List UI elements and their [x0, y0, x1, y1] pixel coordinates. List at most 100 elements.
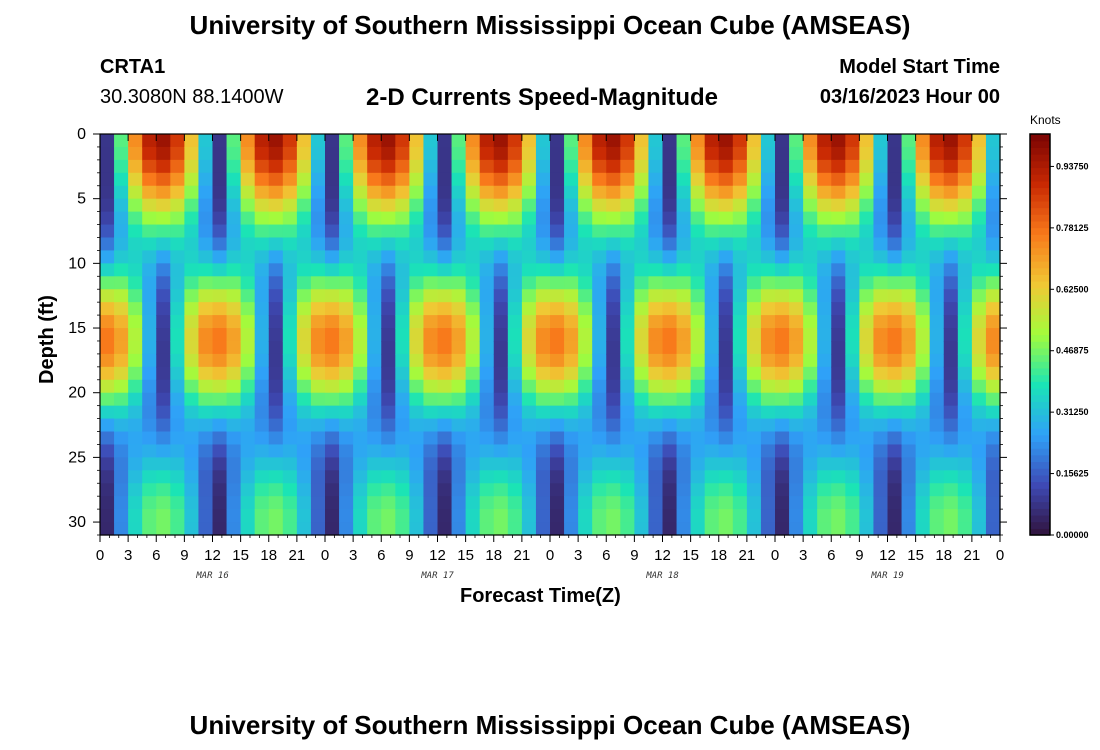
heatmap-cell [746, 418, 762, 433]
heatmap-cell [845, 392, 860, 407]
heatmap-cell [887, 457, 903, 471]
heatmap-cell [325, 146, 340, 161]
heatmap-cell [887, 444, 903, 458]
heatmap-cell [550, 211, 565, 226]
heatmap-cell [226, 379, 242, 394]
heatmap-cell [676, 250, 692, 264]
heatmap-cell [957, 392, 973, 407]
heatmap-cell [437, 379, 453, 394]
heatmap-cell [704, 444, 720, 458]
heatmap-cell [817, 237, 832, 252]
heatmap-cell [226, 418, 242, 433]
heatmap-cell [240, 418, 256, 433]
heatmap-cell [578, 198, 593, 213]
heatmap-cell [339, 522, 354, 536]
heatmap-cell [760, 237, 776, 252]
heatmap-cell [943, 250, 959, 264]
heatmap-cell [789, 353, 804, 368]
heatmap-cell [803, 276, 818, 290]
heatmap-cell [957, 276, 973, 290]
heatmap-cell [985, 470, 1001, 484]
heatmap-cell [142, 302, 157, 316]
heatmap-cell [226, 302, 242, 316]
heatmap-cell [465, 470, 481, 484]
heatmap-cell [353, 211, 368, 226]
heatmap-cell [831, 366, 846, 381]
colorbar-segment [1030, 301, 1050, 309]
heatmap-cell [746, 276, 762, 290]
heatmap-cell [296, 379, 312, 394]
heatmap-cell [648, 263, 664, 277]
heatmap-cell [760, 302, 776, 316]
heatmap-cell [901, 224, 917, 239]
heatmap-cell [339, 224, 354, 239]
heatmap-cell [254, 444, 270, 458]
heatmap-cell [395, 392, 410, 407]
heatmap-cell [859, 509, 875, 523]
heatmap-cell [198, 418, 214, 433]
heatmap-cell [395, 276, 410, 290]
heatmap-cell [367, 185, 382, 200]
heatmap-cell [873, 198, 889, 213]
heatmap-cell [437, 289, 453, 303]
x-tick-label: 0 [996, 547, 1004, 564]
heatmap-cell [381, 483, 396, 497]
heatmap-cell [578, 250, 593, 264]
colorbar-segment [1030, 207, 1050, 215]
heatmap-cell [282, 431, 298, 446]
heatmap-cell [620, 509, 635, 523]
heatmap-cell [437, 431, 453, 446]
heatmap-cell [296, 392, 312, 407]
x-tick-label: 6 [377, 547, 385, 564]
heatmap-cell [268, 134, 284, 148]
heatmap-cell [901, 134, 917, 148]
heatmap-cell [535, 496, 551, 510]
heatmap-cell [746, 315, 762, 329]
heatmap-cell [114, 328, 129, 342]
x-tick-label: 9 [630, 547, 638, 564]
heatmap-cell [634, 134, 650, 148]
heatmap-cell [437, 328, 453, 342]
heatmap-cell [732, 509, 748, 523]
heatmap-cell [732, 276, 748, 290]
heatmap-cell [845, 159, 860, 174]
heatmap-cell [578, 353, 593, 368]
date-label: MAR 16 [195, 571, 229, 581]
heatmap-cell [184, 496, 200, 510]
heatmap-cell [550, 159, 565, 174]
heatmap-cell [803, 134, 818, 148]
heatmap-cell [662, 250, 678, 264]
heatmap-cell [760, 289, 776, 303]
heatmap-cell [718, 431, 734, 446]
heatmap-cell [114, 470, 129, 484]
colorbar-segment [1030, 528, 1050, 536]
heatmap-cell [831, 172, 846, 187]
heatmap-cell [859, 172, 875, 187]
heatmap-cell [704, 509, 720, 523]
heatmap-cell [114, 172, 129, 187]
heatmap-cell [887, 509, 903, 523]
heatmap-cell [859, 340, 875, 355]
heatmap-cell [845, 444, 860, 458]
heatmap-cell [325, 431, 340, 446]
heatmap-cell [142, 211, 157, 226]
heatmap-cell [775, 405, 790, 420]
heatmap-cell [100, 392, 115, 407]
heatmap-cell [268, 146, 284, 161]
heatmap-cell [704, 418, 720, 433]
colorbar-segment [1030, 194, 1050, 202]
heatmap-cell [943, 366, 959, 381]
heatmap-cell [985, 263, 1001, 277]
heatmap-cell [564, 172, 579, 187]
heatmap-cell [704, 224, 720, 239]
heatmap-cell [690, 315, 706, 329]
heatmap-cell [957, 509, 973, 523]
heatmap-cell [901, 405, 917, 420]
heatmap-cell [662, 237, 678, 252]
heatmap-cell [718, 328, 734, 342]
heatmap-cell [451, 237, 467, 252]
heatmap-cell [353, 470, 368, 484]
heatmap-cell [479, 496, 495, 510]
heatmap-cell [746, 263, 762, 277]
heatmap-cell [901, 250, 917, 264]
